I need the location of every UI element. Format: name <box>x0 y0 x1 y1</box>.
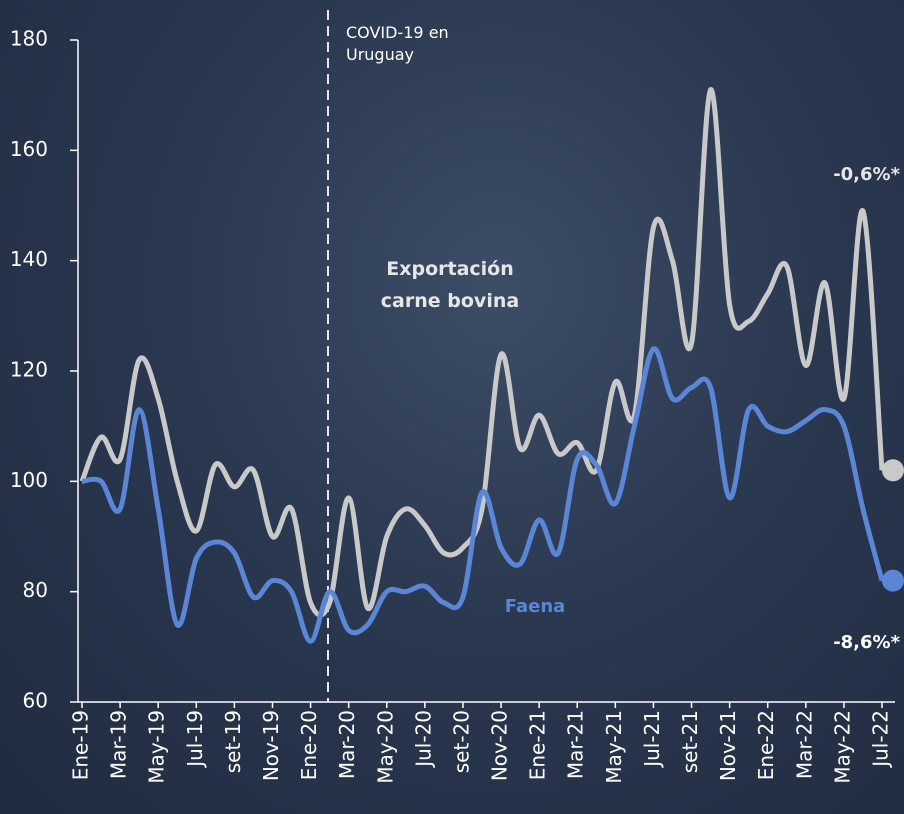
x-tick-label: Mar-22 <box>792 710 816 779</box>
x-tick-label: Jul-22 <box>869 710 893 769</box>
x-tick-label: Jul-19 <box>183 710 207 769</box>
x-tick-label: set-21 <box>678 710 702 773</box>
line <box>81 346 885 644</box>
x-tick-label: Ene-21 <box>526 710 550 780</box>
x-tick-label: Jul-21 <box>640 710 664 769</box>
line <box>79 87 885 618</box>
x-tick-label: Mar-20 <box>335 710 359 779</box>
end-label: -8,6%* <box>833 632 900 653</box>
x-tick-label: Jul-20 <box>411 710 435 769</box>
x-tick-label: Ene-20 <box>297 710 321 780</box>
x-tick-label: May-21 <box>602 710 626 784</box>
x-tick-label: Mar-21 <box>564 710 588 779</box>
x-tick-label: Ene-22 <box>754 710 778 780</box>
x-tick-label: set-20 <box>449 710 473 773</box>
end-marker <box>882 569 904 592</box>
y-tick-label: 100 <box>10 468 48 492</box>
x-tick-label: Nov-19 <box>259 710 283 781</box>
y-tick-label: 120 <box>10 358 48 382</box>
x-tick-label: Ene-19 <box>69 710 93 780</box>
y-tick-label: 80 <box>23 578 48 602</box>
y-tick-label: 160 <box>10 137 48 161</box>
x-tick-label: May-19 <box>145 710 169 784</box>
end-label: -0,6%* <box>833 164 900 185</box>
x-tick-label: Nov-21 <box>716 710 740 781</box>
series-label: Faena <box>504 596 566 617</box>
y-tick-label: 60 <box>23 689 48 713</box>
x-tick-label: Mar-19 <box>107 710 131 779</box>
y-tick-label: 140 <box>10 247 48 271</box>
series-label: Exportación carne bovina <box>380 258 520 312</box>
x-tick-label: Nov-20 <box>488 710 512 781</box>
y-tick-label: 180 <box>10 27 48 51</box>
x-tick-label: May-22 <box>830 710 854 784</box>
end-marker <box>882 459 904 482</box>
x-tick-label: set-19 <box>221 710 245 773</box>
covid-annotation: COVID-19 en Uruguay <box>346 23 449 64</box>
x-tick-label: May-20 <box>373 710 397 784</box>
